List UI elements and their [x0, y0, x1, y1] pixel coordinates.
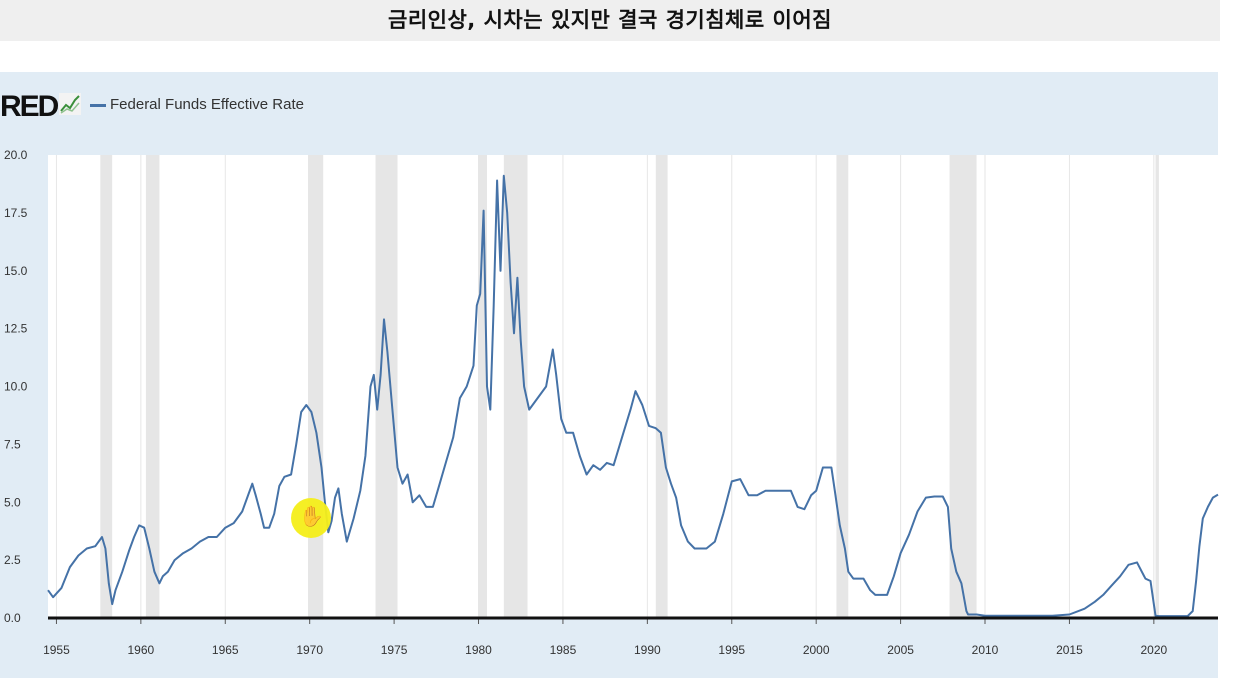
recession-bands: [100, 155, 1159, 618]
recession-band: [836, 155, 849, 618]
recession-band: [1155, 155, 1159, 618]
y-tick-label: 0.0: [4, 611, 21, 625]
y-tick-label: 12.5: [4, 322, 28, 336]
x-tick-label: 1995: [718, 643, 745, 657]
x-tick-label: 1985: [550, 643, 577, 657]
recession-band: [478, 155, 487, 618]
y-tick-label: 15.0: [4, 264, 28, 278]
hand-cursor-icon: ✋: [299, 504, 324, 528]
recession-band: [308, 155, 324, 618]
y-tick-label: 5.0: [4, 495, 21, 509]
recession-band: [100, 155, 113, 618]
legend-swatch: [90, 104, 106, 107]
x-tick-label: 1970: [296, 643, 323, 657]
gridlines: [55, 155, 1155, 618]
brand-logo: RED: [0, 90, 59, 123]
chart-header: RED Federal Funds Effective Rate: [0, 72, 1218, 154]
recession-band: [655, 155, 668, 618]
y-tick-label: 17.5: [4, 206, 28, 220]
x-tick-label: 2005: [887, 643, 914, 657]
recession-band: [145, 155, 160, 618]
x-tick-label: 1965: [212, 643, 239, 657]
x-tick-label: 1990: [634, 643, 661, 657]
x-tick-label: 2015: [1056, 643, 1083, 657]
y-axis-ticks: 0.0 2.5 5.0 7.5 10.0 12.5 15.0 17.5 20.0: [4, 148, 28, 625]
chart-trend-icon: [59, 93, 81, 115]
caption-title: 금리인상, 시차는 있지만 결국 경기침체로 이어짐: [388, 8, 832, 32]
x-tick-label: 2010: [972, 643, 999, 657]
x-tick-label: 2020: [1140, 643, 1167, 657]
x-axis-ticks: 1955 1960 1965 1970 1975 1980 1985 1990 1995 2000…: [43, 618, 1168, 657]
cursor-highlight: ✋: [291, 498, 331, 538]
series-line-federal-funds-rate: [47, 174, 1219, 618]
x-tick-label: 1960: [128, 643, 155, 657]
y-tick-label: 20.0: [4, 148, 28, 162]
legend-label[interactable]: Federal Funds Effective Rate: [110, 96, 304, 113]
plot-area: [48, 155, 1218, 618]
y-tick-label: 7.5: [4, 437, 21, 451]
y-tick-label: 10.0: [4, 380, 28, 394]
recession-band: [375, 155, 398, 618]
recession-band: [949, 155, 977, 618]
x-tick-label: 1955: [43, 643, 70, 657]
x-tick-label: 1975: [381, 643, 408, 657]
video-caption-banner: 금리인상, 시차는 있지만 결국 경기침체로 이어짐: [0, 0, 1220, 41]
x-tick-label: 2000: [803, 643, 830, 657]
y-tick-label: 2.5: [4, 553, 21, 567]
x-tick-label: 1980: [465, 643, 492, 657]
